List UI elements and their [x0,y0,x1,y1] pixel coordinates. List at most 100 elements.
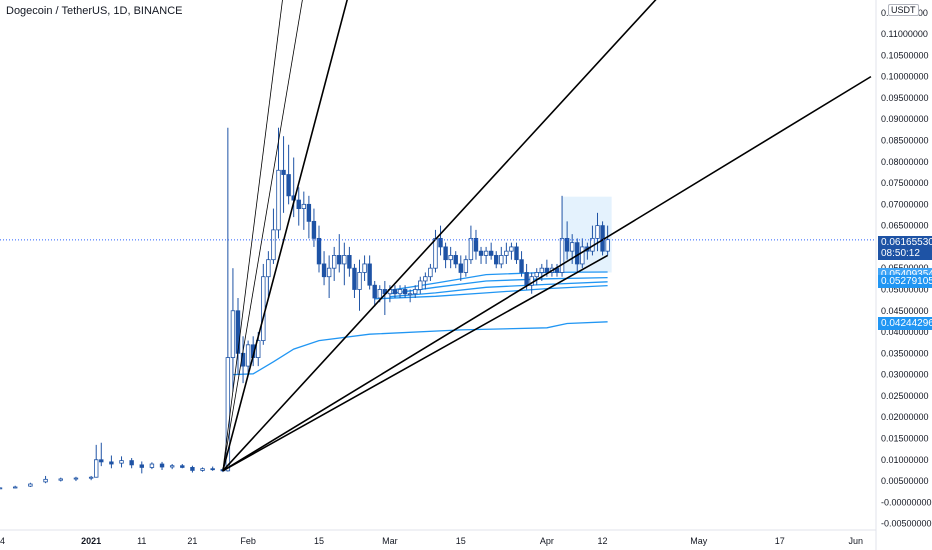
candle-body-74 [494,255,499,265]
time-axis[interactable]: 14 2021 11 21 Feb 15 Mar 15 Apr 12 May 17 Jun [0,529,876,546]
ma-slow-label: 0.04244296 [878,317,932,330]
price-tick-label: 0.05000000 [881,284,929,294]
candle-body-5 [73,477,79,480]
candle-body-47 [357,272,362,290]
candle-body-16 [180,465,185,468]
candle-body-37 [306,203,312,222]
candle-body-29 [266,259,271,278]
time-tick-label: 11 [137,536,146,546]
price-tick-label: 0.07000000 [881,199,929,209]
gann-fan-lines [222,0,872,472]
candle-body-48 [362,263,367,273]
symbol-title: Dogecoin / TetherUS, 1D, BINANCE [6,5,183,17]
candle-body-45 [347,255,352,269]
candle-body-77 [509,246,514,252]
candle-body-88 [564,237,570,252]
candle-body-28 [261,276,266,341]
price-tick-label: 0.03000000 [881,370,929,380]
candle-body-27 [256,340,261,358]
bar-countdown: 08:50:12 [881,248,920,259]
candle-body-71 [478,250,484,256]
candle-body-3 [43,478,48,483]
time-tick-label: May [690,536,708,546]
price-tick-label: 0.04500000 [881,306,929,316]
candle-body-38 [311,220,317,239]
candle-body-40 [321,263,327,278]
time-tick-label: 21 [187,536,197,546]
candle-body-7 [94,459,99,478]
price-tick-label: 0.09500000 [881,93,929,103]
currency-unit-badge[interactable]: USDT [888,4,919,16]
candle-body-23 [235,310,241,354]
price-tick-label: 0.06500000 [881,221,929,231]
candle-body-22 [230,310,236,358]
fan-line-5 [222,254,609,472]
candle-body-17 [190,467,195,471]
time-tick-label: 15 [314,536,324,546]
candle-body-19 [210,468,215,471]
candle-body-43 [337,255,342,265]
candle-body-61 [428,267,433,278]
candle-body-18 [200,468,205,471]
candle-body-54 [392,289,398,295]
candle-body-57 [407,293,413,296]
fan-line-4 [222,75,872,472]
time-tick-label: Feb [240,536,256,546]
price-tick-label: 0.10000000 [881,72,929,82]
time-tick-label: 15 [456,536,466,546]
price-tick-label: 0.09000000 [881,114,929,124]
last-price-value: 0.06165530 [881,237,932,248]
price-tick-label: 0.08000000 [881,157,929,167]
price-tick-label: 0.01500000 [881,433,929,443]
candle-body-11 [129,460,134,466]
candle-body-25 [245,344,251,367]
candle-body-60 [423,276,428,282]
candle-body-72 [483,250,489,256]
price-tick-label: 0.10500000 [881,50,929,60]
candle-body-65 [448,255,453,261]
candle-body-35 [296,199,301,209]
candle-body-68 [463,259,469,273]
candle-body-78 [514,246,519,261]
fan-line-2 [222,0,348,472]
price-tick-label: 0.07500000 [881,178,929,188]
time-tick-label: Mar [382,536,398,546]
price-tick-label: -0.00500000 [881,519,932,529]
candle-body-79 [519,259,524,273]
price-tick-label: 0.02500000 [881,391,929,401]
ma-line-2 [389,281,608,298]
ma-line-4 [232,321,608,376]
candle-body-33 [286,174,291,197]
candle-body-42 [331,255,337,269]
candle-body-63 [438,237,443,248]
fan-line-3 [222,0,657,472]
candle-body-80 [524,272,529,286]
candle-body-9 [109,461,114,465]
candle-body-12 [139,464,144,468]
candle-body-69 [468,237,474,261]
candle-body-30 [271,229,276,261]
candle-body-84 [544,267,550,273]
last-price-label: 0.06165530 08:50:12 [878,236,932,260]
candle-body-64 [443,246,448,261]
candle-body-73 [488,250,494,256]
candle-body-89 [569,242,575,252]
candle-body-6 [88,476,94,479]
time-tick-label: Jun [848,536,863,546]
candle-body-94 [595,225,600,239]
candle-body-83 [539,267,545,273]
candle-body-49 [367,263,372,286]
candle-body-10 [119,460,124,464]
fan-line-1 [222,0,303,471]
time-tick-label: 2021 [81,536,101,546]
candle-body-14 [159,463,165,468]
candle-body-66 [453,255,458,265]
candle-body-46 [352,267,357,290]
candle-body-2 [28,483,33,487]
price-tick-label: 0.02000000 [881,412,929,422]
candle-body-39 [316,237,322,265]
candle-body-13 [149,463,155,468]
candle-body-87 [559,237,565,273]
candle-body-41 [326,267,332,278]
